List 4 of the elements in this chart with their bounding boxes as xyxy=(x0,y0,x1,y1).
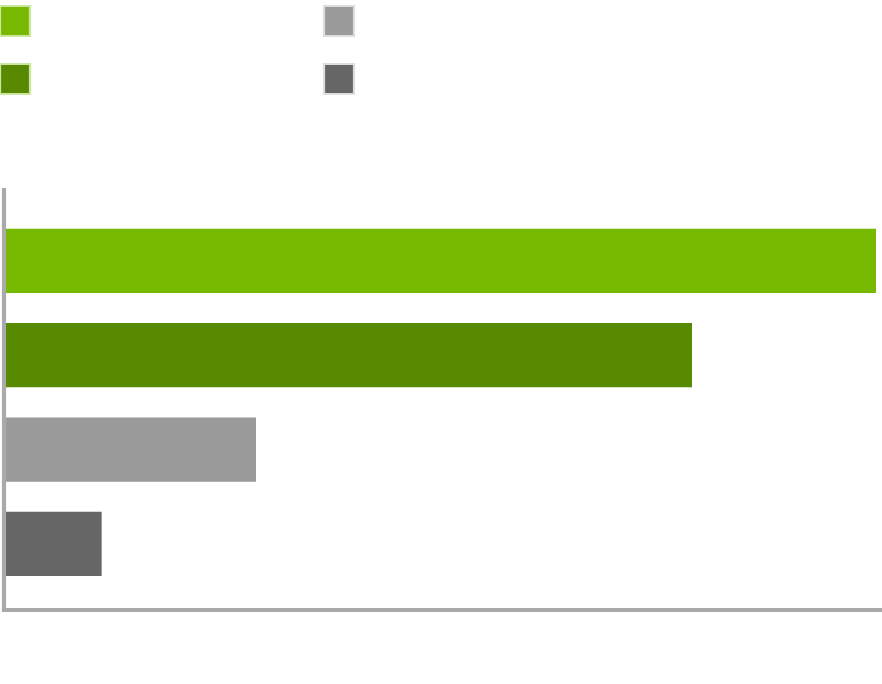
bar xyxy=(4,323,692,388)
bar xyxy=(4,228,876,293)
bar xyxy=(4,511,102,577)
bar xyxy=(4,417,256,482)
